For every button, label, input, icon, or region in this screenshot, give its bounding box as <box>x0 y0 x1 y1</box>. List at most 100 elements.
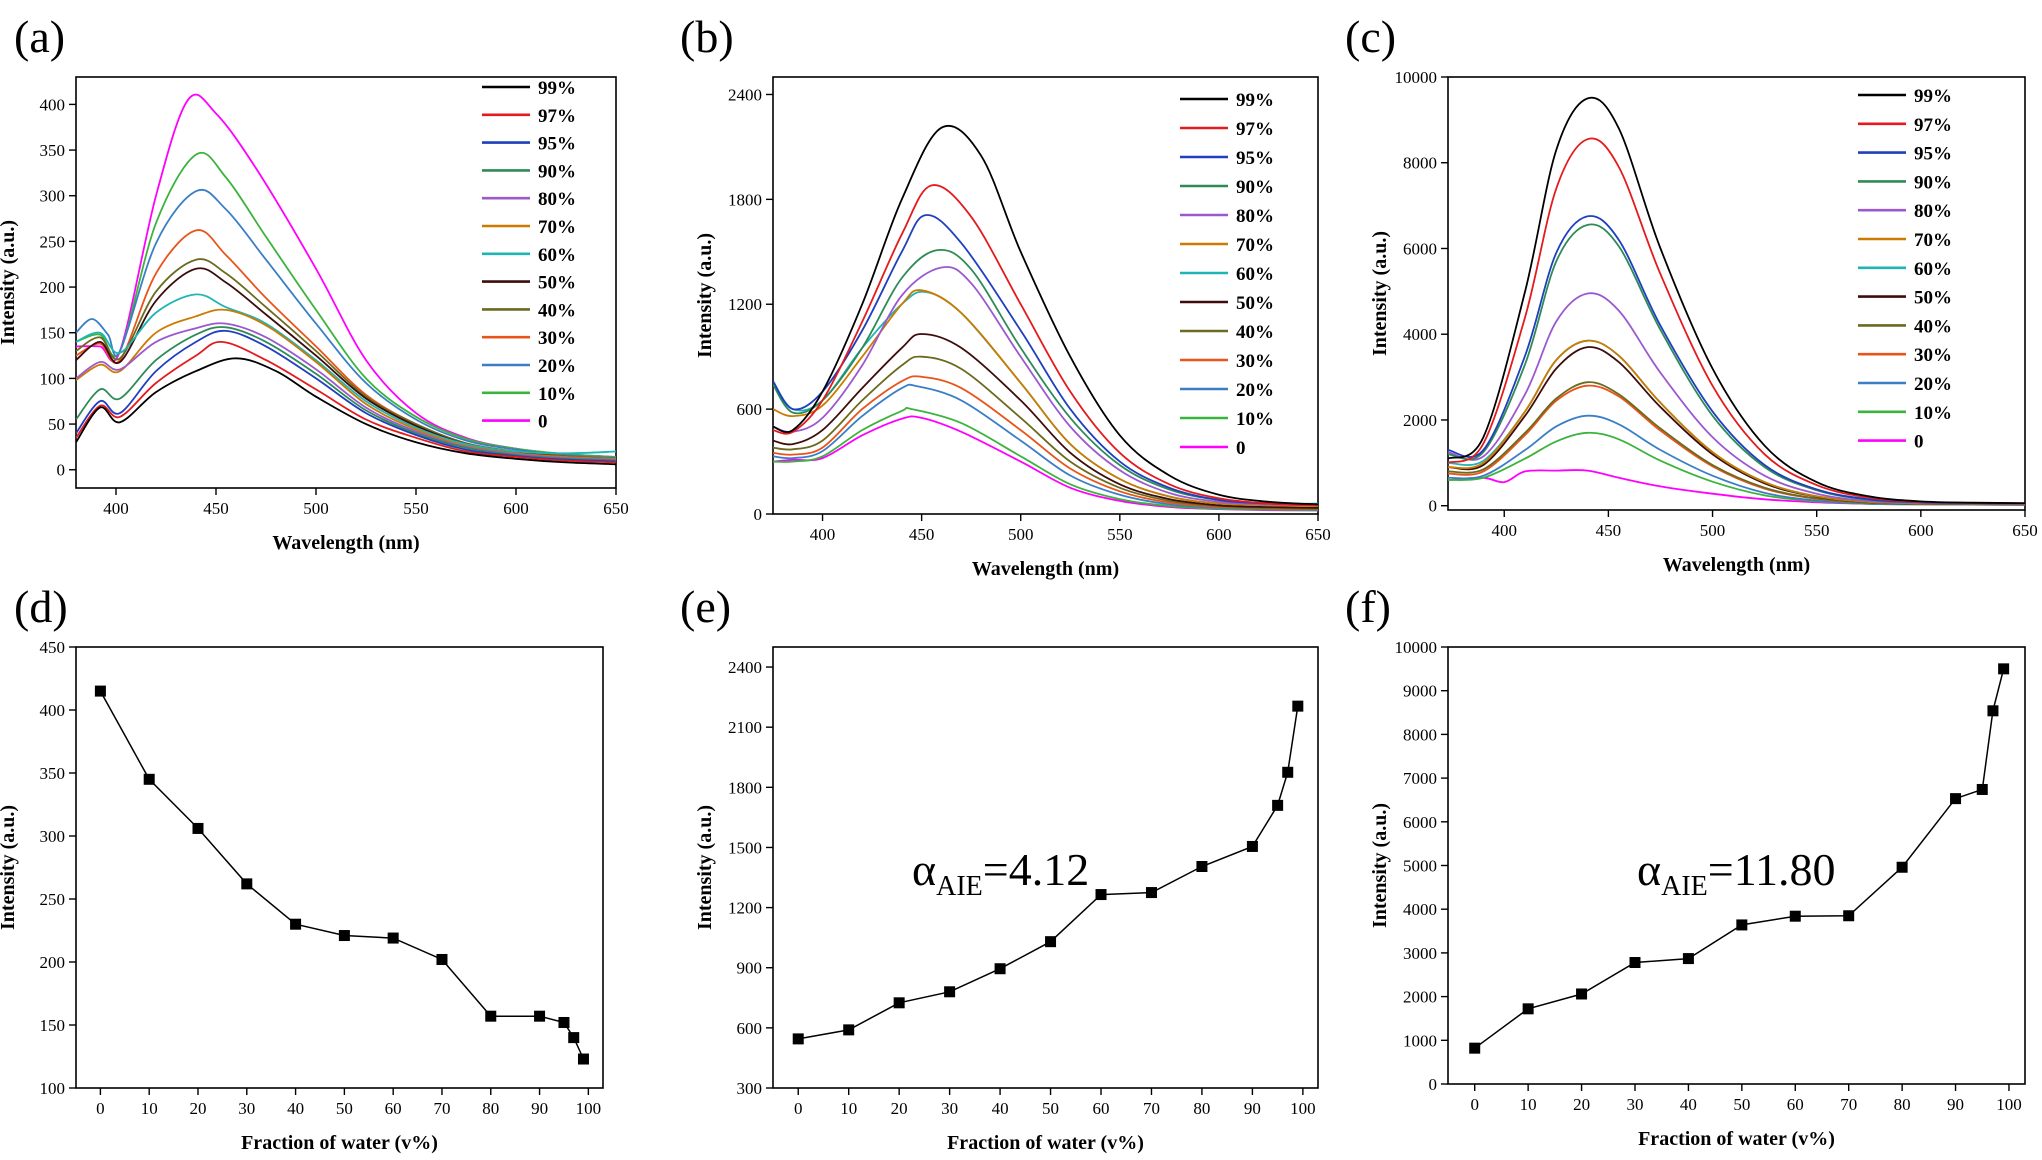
alpha-symbol: α <box>912 844 936 895</box>
legend: 99% 97% 95% 90% 80% 70% 60% 50% 40% 30% 20% 10% 0 <box>482 78 576 433</box>
series-line <box>773 184 1318 507</box>
y-tick-label: 0 <box>1429 497 1438 516</box>
x-tick-label: 650 <box>2012 521 2038 540</box>
series-line <box>773 333 1318 509</box>
legend-label: 90% <box>1914 172 1952 193</box>
y-tick-label: 350 <box>40 141 66 160</box>
data-point <box>893 997 905 1009</box>
x-tick-label: 30 <box>238 1099 255 1118</box>
x-tick-label: 30 <box>941 1099 958 1118</box>
y-tick-label: 2400 <box>728 85 762 104</box>
x-axis-label: Fraction of water (v%) <box>241 1132 438 1154</box>
data-point <box>577 1053 589 1065</box>
y-tick-label: 10000 <box>1395 68 1438 87</box>
legend-label: 40% <box>1914 316 1952 337</box>
legend-label: 40% <box>1236 322 1274 343</box>
y-axis-label: Intensity (a.u.) <box>1369 231 1391 356</box>
x-tick-label: 400 <box>103 499 129 518</box>
alpha-subscript: AIE <box>936 871 983 902</box>
legend-label: 60% <box>1236 264 1274 285</box>
data-point <box>1987 705 1999 717</box>
x-tick-label: 600 <box>1206 525 1232 544</box>
panel-label: (c) <box>1345 11 1396 62</box>
legend: 99% 97% 95% 90% 80% 70% 60% 50% 40% 30% 20% 10% 0 <box>1180 90 1274 459</box>
x-tick-label: 100 <box>576 1099 602 1118</box>
x-tick-label: 20 <box>189 1099 206 1118</box>
y-tick-label: 100 <box>40 1079 66 1098</box>
x-tick-label: 0 <box>96 1099 105 1118</box>
x-axis-label: Wavelength (nm) <box>1663 554 1810 576</box>
y-tick-label: 100 <box>40 369 66 388</box>
x-tick-label: 10 <box>840 1099 857 1118</box>
legend-label: 20% <box>1914 374 1952 395</box>
data-point <box>843 1024 855 1036</box>
legend-label: 50% <box>1236 293 1274 314</box>
legend-label: 90% <box>1236 177 1274 198</box>
series-line <box>76 308 616 460</box>
data-point <box>1789 910 1801 922</box>
data-point <box>1272 799 1284 811</box>
legend-label: 10% <box>1914 403 1952 424</box>
y-tick-label: 4000 <box>1403 325 1437 344</box>
data-point <box>387 932 399 944</box>
legend-label: 80% <box>1236 206 1274 227</box>
data-point <box>994 963 1006 975</box>
legend-label: 80% <box>538 189 576 210</box>
x-tick-label: 450 <box>1596 521 1622 540</box>
data-point <box>568 1032 580 1044</box>
legend-label: 60% <box>538 245 576 266</box>
y-tick-label: 2000 <box>1403 411 1437 430</box>
data-point <box>241 878 253 890</box>
legend-label: 70% <box>1914 230 1952 251</box>
x-tick-label: 400 <box>810 525 836 544</box>
x-tick-label: 20 <box>891 1099 908 1118</box>
x-tick-label: 400 <box>1491 521 1517 540</box>
series-line <box>76 329 616 463</box>
data-point <box>1736 919 1748 931</box>
data-point <box>792 1033 804 1045</box>
panel-label: (b) <box>680 11 734 62</box>
y-tick-label: 10000 <box>1395 638 1438 657</box>
series-line <box>773 406 1318 512</box>
legend-label: 30% <box>1236 351 1274 372</box>
panel-b: (b) 400 450 500 550 600 650 0 600 1200 1800 2400 Wav… <box>680 11 1331 580</box>
x-tick-label: 100 <box>1996 1095 2022 1114</box>
x-tick-label: 40 <box>1680 1095 1697 1114</box>
x-tick-label: 70 <box>1840 1095 1857 1114</box>
x-tick-label: 70 <box>1143 1099 1160 1118</box>
alpha-subscript: AIE <box>1661 871 1708 902</box>
x-axis-label: Wavelength (nm) <box>972 558 1119 580</box>
series-line <box>76 293 616 455</box>
y-tick-label: 400 <box>40 701 66 720</box>
series-line <box>773 289 1318 507</box>
data-point <box>290 918 302 930</box>
x-tick-label: 0 <box>794 1099 803 1118</box>
data-point <box>1976 783 1988 795</box>
series-line <box>76 340 616 464</box>
panel-label: (d) <box>14 581 68 632</box>
y-tick-label: 2100 <box>728 718 762 737</box>
x-axis-label: Wavelength (nm) <box>272 532 419 554</box>
y-tick-label: 8000 <box>1403 725 1437 744</box>
series-line <box>1448 469 2025 506</box>
y-tick-label: 0 <box>754 505 763 524</box>
legend-label: 10% <box>538 384 576 405</box>
connecting-line <box>99 690 585 1060</box>
series-line <box>773 415 1318 512</box>
x-tick-label: 10 <box>1520 1095 1537 1114</box>
series-line <box>773 266 1318 507</box>
series-line <box>76 326 616 462</box>
y-tick-label: 200 <box>40 953 66 972</box>
y-tick-label: 2400 <box>728 658 762 677</box>
data-point <box>1469 1042 1481 1054</box>
data-point <box>143 773 155 785</box>
data-point <box>1196 860 1208 872</box>
x-tick-label: 550 <box>1107 525 1133 544</box>
panel-d: (d) 0 10 20 30 40 50 60 70 80 90 100 100 150 200 250 300… <box>0 581 604 1154</box>
y-tick-label: 4000 <box>1403 900 1437 919</box>
y-tick-label: 250 <box>40 232 66 251</box>
legend-label: 10% <box>1236 409 1274 430</box>
legend-label: 70% <box>1236 235 1274 256</box>
data-point <box>534 1010 546 1022</box>
